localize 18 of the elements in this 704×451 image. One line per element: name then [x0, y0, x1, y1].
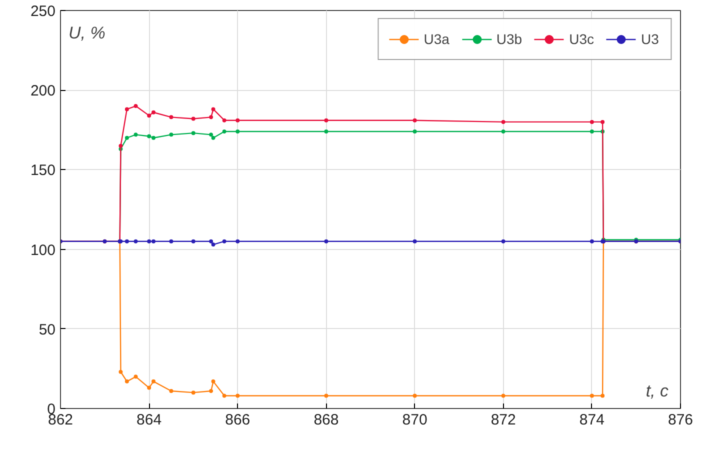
x-tick-label: 872: [490, 412, 516, 428]
x-tick-label: 868: [314, 412, 339, 428]
y-tick-label: 50: [38, 321, 56, 338]
x-tick-label: 874: [579, 412, 604, 428]
x-tick-label: 864: [136, 412, 162, 428]
x-tick-label: 876: [668, 412, 694, 428]
legend-label: U3a: [424, 31, 450, 47]
legend-label: U3b: [496, 31, 522, 47]
x-axis-title: t, c: [646, 382, 669, 400]
y-tick-label: 200: [30, 82, 56, 100]
legend-label: U3c: [569, 31, 594, 47]
legend-label: U3: [641, 31, 660, 47]
y-axis-title: U, %: [68, 24, 106, 42]
y-tick-label: 250: [30, 3, 56, 20]
y-tick-label: 150: [30, 162, 56, 180]
x-tick-label: 870: [402, 412, 428, 428]
y-tick-label: 100: [30, 242, 56, 259]
x-tick-label: 866: [225, 412, 250, 428]
